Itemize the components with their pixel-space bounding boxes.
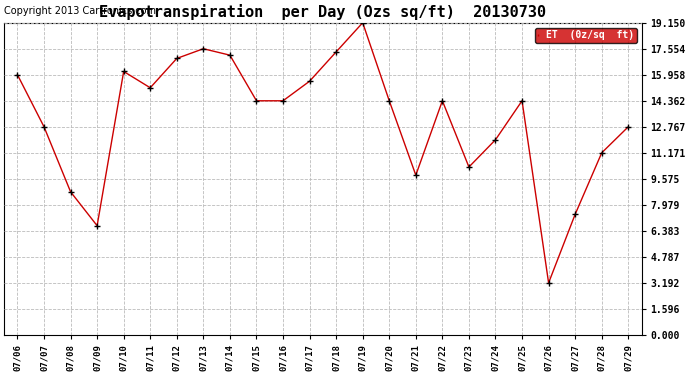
Title: Evapotranspiration  per Day (Ozs sq/ft)  20130730: Evapotranspiration per Day (Ozs sq/ft) 2… (99, 4, 546, 20)
Text: Copyright 2013 Cartronics.com: Copyright 2013 Cartronics.com (4, 6, 156, 16)
Legend: ET  (0z/sq  ft): ET (0z/sq ft) (535, 28, 637, 44)
